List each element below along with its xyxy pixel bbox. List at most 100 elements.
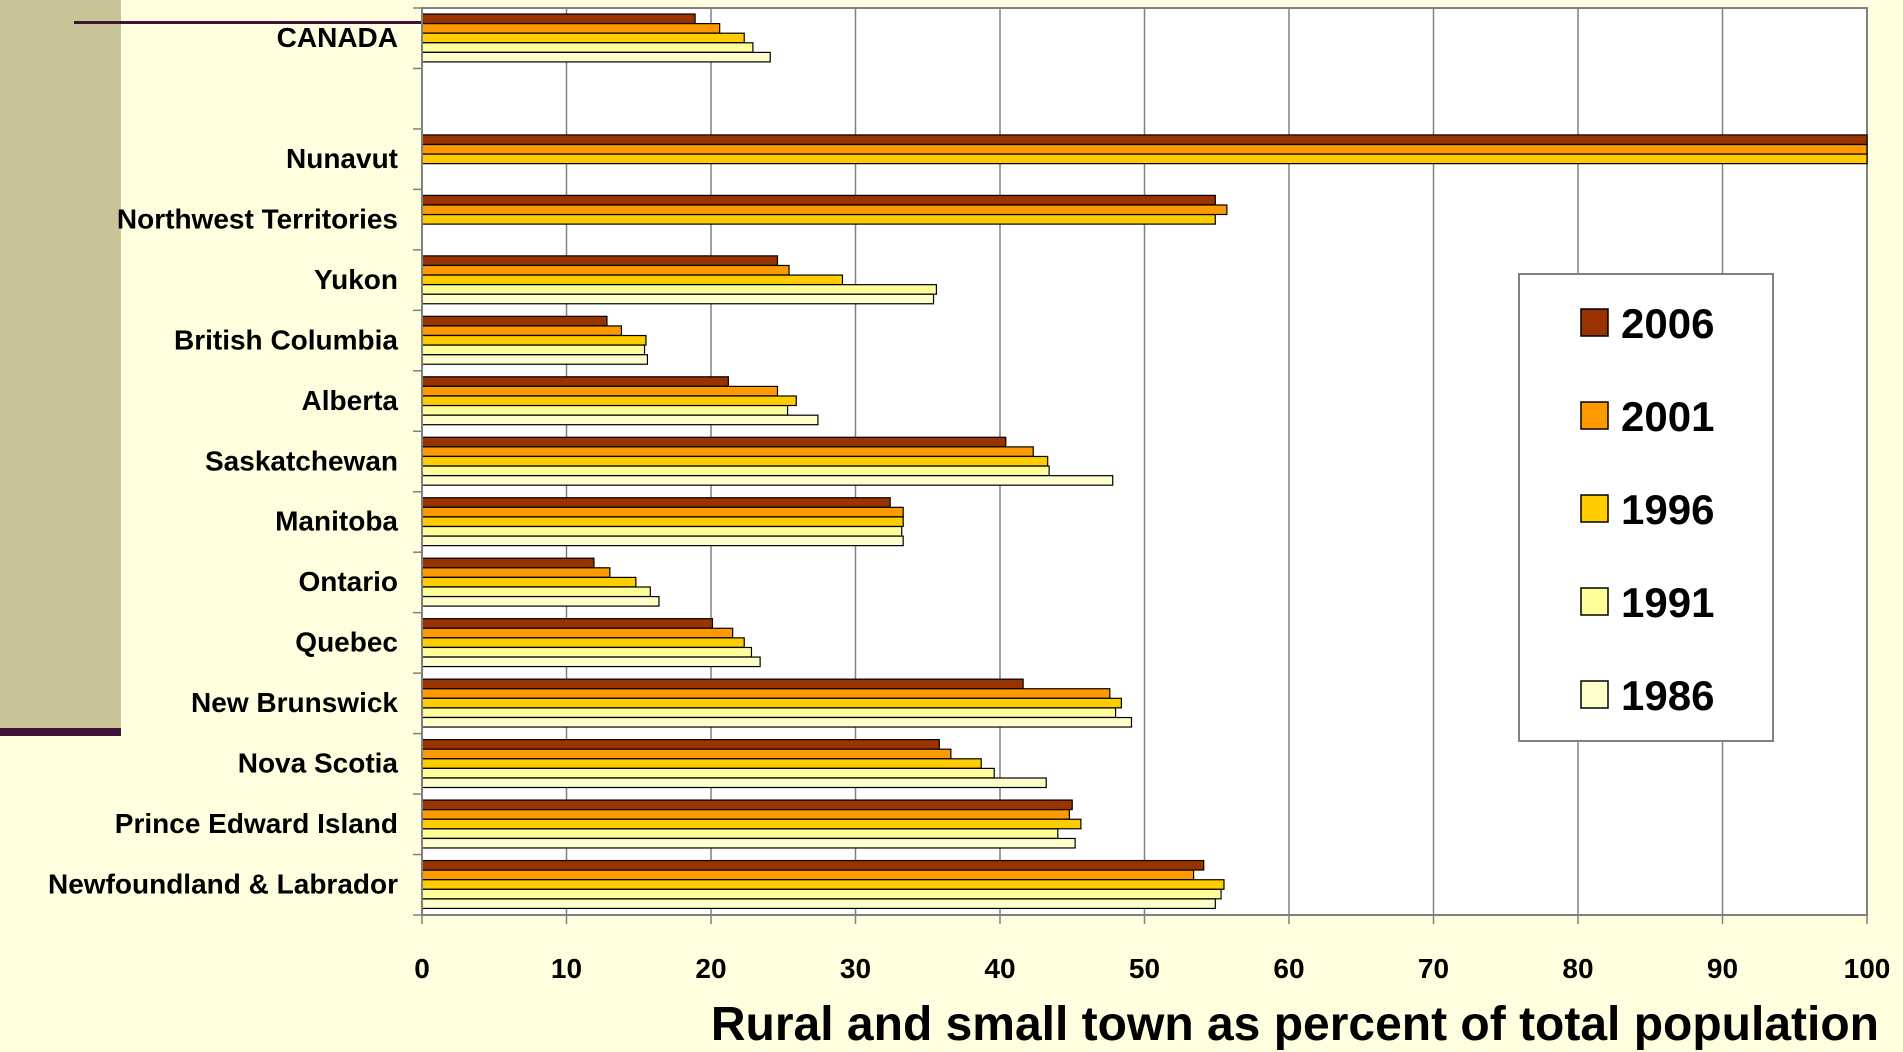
slide-accent-bar (0, 0, 121, 728)
bar-2006 (421, 799, 1073, 811)
bar-1986 (421, 656, 761, 668)
bar-1996 (421, 879, 1225, 890)
bar-2001 (421, 385, 779, 397)
bar-1996 (421, 32, 745, 44)
bar-2006 (421, 678, 1024, 690)
category-label: Manitoba (275, 506, 398, 537)
bar-1991 (421, 767, 995, 779)
category-label: New Brunswick (191, 687, 398, 718)
bar-2006 (421, 497, 891, 508)
bar-2006 (421, 255, 779, 266)
bar-1991 (421, 586, 651, 598)
bar-1986 (421, 595, 660, 607)
bar-2006 (421, 618, 714, 629)
bar-1996 (421, 637, 745, 648)
bar-2001 (421, 688, 1111, 699)
bar-1986 (421, 837, 1076, 849)
bar-1996 (421, 214, 1216, 225)
bar-1986 (421, 414, 819, 426)
bar-1986 (421, 354, 649, 365)
category-label: Alberta (302, 385, 399, 416)
category-label: Ontario (298, 566, 398, 597)
x-tick-label: 60 (1273, 953, 1304, 984)
axes (413, 7, 1868, 924)
x-axis-title: Rural and small town as percent of total… (711, 998, 1879, 1051)
bar-1996 (421, 274, 844, 286)
x-tick-label: 80 (1562, 953, 1593, 984)
category-label: British Columbia (174, 324, 398, 355)
category-label: Nunavut (286, 143, 398, 174)
bar-1996 (421, 576, 637, 588)
slide-accent-line-top (74, 21, 423, 24)
bar-1991 (421, 284, 938, 295)
bar-2006 (421, 134, 1868, 146)
category-label: Saskatchewan (205, 445, 398, 476)
bar-1986 (421, 535, 904, 547)
legend-swatch (1580, 308, 1609, 337)
category-label: Northwest Territories (117, 203, 398, 234)
slide-accent-line-bottom (0, 728, 121, 736)
bar-2006 (421, 376, 729, 387)
bar-1996 (421, 455, 1049, 467)
bar-1991 (421, 646, 753, 658)
bar-2006 (421, 194, 1216, 206)
x-tick-label: 50 (1129, 953, 1160, 984)
bar-1996 (421, 516, 904, 528)
bar-2006 (421, 315, 608, 327)
category-label: Yukon (314, 264, 398, 295)
bar-1996 (421, 758, 982, 769)
bar-2001 (421, 204, 1228, 216)
legend-box (1518, 273, 1774, 742)
bar-1991 (421, 465, 1050, 477)
bar-1986 (421, 475, 1114, 486)
bar-1986 (421, 898, 1216, 910)
x-tick-label: 90 (1707, 953, 1738, 984)
bar-2006 (421, 738, 940, 750)
bar-1991 (421, 405, 789, 416)
legend-swatch (1580, 401, 1609, 430)
bar-1991 (421, 828, 1059, 839)
bar-1991 (421, 707, 1117, 719)
category-label: Nova Scotia (238, 748, 399, 779)
x-tick-label: 100 (1844, 953, 1891, 984)
bar-1991 (421, 344, 646, 356)
bar-2001 (421, 23, 721, 34)
category-label: CANADA (277, 22, 398, 53)
bar-2006 (421, 557, 595, 569)
legend: 2006 2001 1996 1991 1986 (1518, 273, 1774, 742)
bar-2001 (421, 506, 904, 518)
category-label: Quebec (295, 627, 398, 658)
bar-2001 (421, 446, 1034, 457)
bar-2001 (421, 869, 1195, 881)
category-label: Newfoundland & Labrador (48, 869, 398, 900)
bar-2006 (421, 13, 696, 25)
bar-2001 (421, 143, 1868, 155)
bar-1986 (421, 716, 1133, 728)
x-tick-label: 30 (840, 953, 871, 984)
x-tick-label: 10 (551, 953, 582, 984)
bar-2001 (421, 325, 623, 337)
bar-1986 (421, 293, 935, 305)
bar-1986 (421, 777, 1047, 789)
bar-1996 (421, 395, 797, 407)
legend-swatch (1580, 587, 1609, 616)
bar-2001 (421, 748, 952, 760)
bar-1991 (421, 525, 903, 537)
x-tick-label: 40 (984, 953, 1015, 984)
x-tick-label: 20 (695, 953, 726, 984)
bar-1991 (421, 888, 1222, 900)
bar-2001 (421, 264, 790, 276)
bar-1991 (421, 42, 754, 53)
bar-1996 (421, 334, 647, 346)
bar-2001 (421, 567, 611, 578)
category-label: Prince Edward Island (115, 808, 398, 839)
bar-2001 (421, 627, 734, 639)
bar-1996 (421, 697, 1122, 709)
bar-2001 (421, 809, 1070, 820)
x-tick-label: 70 (1418, 953, 1449, 984)
tick-labels: 0 10 20 30 40 50 60 70 80 90 100 (414, 953, 1890, 984)
legend-label: 1986 (1621, 672, 1714, 719)
legend-label: 1996 (1621, 486, 1714, 533)
legend-swatch (1580, 680, 1609, 709)
